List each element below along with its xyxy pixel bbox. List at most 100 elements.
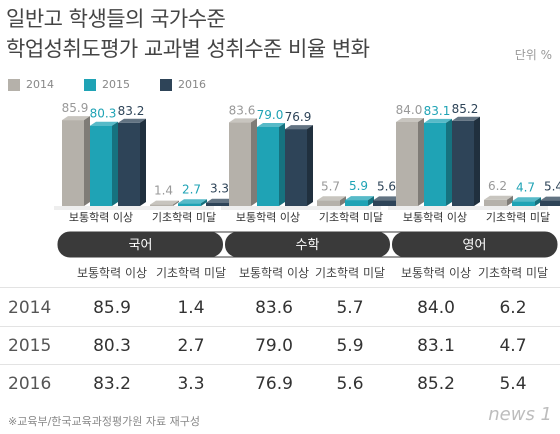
- bar-top: [540, 196, 560, 201]
- x-tick-label: 보통학력 이상: [69, 211, 133, 224]
- data-label: 85.9: [62, 101, 89, 115]
- bar-side: [201, 199, 207, 206]
- bar-side: [140, 118, 146, 206]
- bar-top: [206, 198, 235, 203]
- table-cell: 4.7: [499, 336, 527, 356]
- bar: [257, 127, 279, 206]
- bar-side: [307, 125, 313, 206]
- table-cell: 5.9: [336, 336, 364, 356]
- table-header-cell: 보통학력 이상: [76, 266, 148, 280]
- table-cell: 83.2: [93, 374, 131, 394]
- table-header-cell: 보통학력 이상: [400, 266, 472, 280]
- data-label: 83.2: [118, 104, 145, 118]
- table-header-cell: 기초학력 미달: [477, 266, 549, 280]
- data-label: 5.9: [349, 179, 368, 193]
- x-tick-label: 보통학력 이상: [403, 211, 467, 224]
- bar: [540, 200, 560, 206]
- bar-side: [535, 197, 541, 206]
- table-cell: 83.1: [417, 336, 455, 356]
- bar: [317, 200, 340, 206]
- subject-label: 영어: [463, 238, 487, 253]
- legend-item-2015: 2015: [84, 78, 130, 91]
- table-cell: 3.3: [177, 374, 205, 394]
- data-label: 5.6: [377, 179, 396, 193]
- bar-top: [373, 196, 402, 201]
- bar-top: [118, 118, 146, 123]
- bar: [396, 122, 418, 206]
- x-tick-label: 기초학력 미달: [319, 211, 383, 224]
- chart-title-line-1: 일반고 학생들의 국가수준: [6, 7, 226, 31]
- table-cell: 83.6: [255, 298, 293, 318]
- bar: [484, 199, 507, 206]
- subject-band: [225, 232, 390, 257]
- bar: [62, 120, 84, 206]
- table-cell: 84.0: [417, 298, 455, 318]
- bar-side: [418, 118, 424, 206]
- bar-top: [257, 123, 285, 127]
- bar-top: [178, 199, 207, 204]
- data-label: 2.7: [182, 182, 201, 196]
- table-row: 2016 83.2 3.3 76.9 5.6 85.2 5.4: [0, 374, 560, 398]
- legend-label: 2016: [178, 78, 206, 91]
- table-cell: 85.2: [417, 374, 455, 394]
- bar-side: [507, 195, 513, 206]
- table-cell: 1.4: [177, 298, 205, 318]
- bar: [512, 201, 535, 206]
- bar-top: [484, 195, 513, 200]
- table-divider: [0, 287, 560, 288]
- data-label: 83.6: [229, 103, 256, 117]
- legend-item-2016: 2016: [160, 78, 206, 91]
- bar-top: [424, 118, 452, 123]
- data-label: 79.0: [257, 108, 284, 122]
- data-label: 6.2: [488, 179, 507, 193]
- bar-top: [62, 116, 90, 121]
- bar-side: [112, 121, 118, 206]
- bar-base-shadow: [221, 206, 381, 210]
- legend-swatch: [84, 78, 96, 91]
- bar-top: [512, 197, 541, 202]
- data-label: 80.3: [90, 107, 117, 121]
- table-year-cell: 2016: [8, 374, 52, 394]
- table-header-cell: 보통학력 이상: [238, 266, 310, 280]
- table-cell: 85.9: [93, 298, 131, 318]
- data-label: 76.9: [285, 110, 312, 124]
- unit-label: 단위 %: [514, 48, 552, 62]
- subject-band: [392, 232, 557, 257]
- table-cell: 6.2: [499, 298, 527, 318]
- bar-side: [251, 118, 257, 206]
- data-label: 4.7: [516, 180, 535, 194]
- table-cell: 5.6: [336, 374, 364, 394]
- table-header: 보통학력 이상 기초학력 미달 보통학력 이상 기초학력 미달 보통학력 이상 기초학력 …: [0, 258, 560, 282]
- news1-logo: news 1: [488, 404, 552, 425]
- bar: [206, 202, 229, 206]
- data-label: 84.0: [396, 103, 423, 117]
- subject-band: [58, 232, 223, 257]
- bar-top: [229, 118, 257, 123]
- bar-top: [317, 196, 346, 201]
- table-cell: 5.7: [336, 298, 364, 318]
- bar: [118, 122, 140, 206]
- table-header-cell: 기초학력 미달: [314, 266, 386, 280]
- bar-side: [474, 116, 480, 206]
- bar-top: [90, 121, 118, 126]
- bar-top: [396, 118, 424, 122]
- subject-band-outline: [57, 231, 558, 258]
- table-row: 2015 80.3 2.7 79.0 5.9 83.1 4.7: [0, 336, 560, 360]
- bar: [285, 129, 307, 206]
- bar: [229, 122, 251, 206]
- data-label: 85.2: [452, 102, 479, 116]
- bar-side: [368, 196, 374, 206]
- bar-base-shadow: [54, 206, 214, 210]
- data-label: 5.7: [321, 179, 340, 193]
- bar-top: [345, 196, 374, 201]
- subject-label: 국어: [129, 238, 153, 253]
- bar-side: [84, 116, 90, 206]
- legend-swatch: [8, 78, 20, 91]
- table-header-cell: 기초학력 미달: [155, 266, 227, 280]
- table-cell: 76.9: [255, 374, 293, 394]
- data-label: 1.4: [154, 184, 173, 198]
- bar-top: [150, 200, 179, 205]
- legend-item-2014: 2014: [8, 78, 54, 91]
- bar: [90, 125, 112, 206]
